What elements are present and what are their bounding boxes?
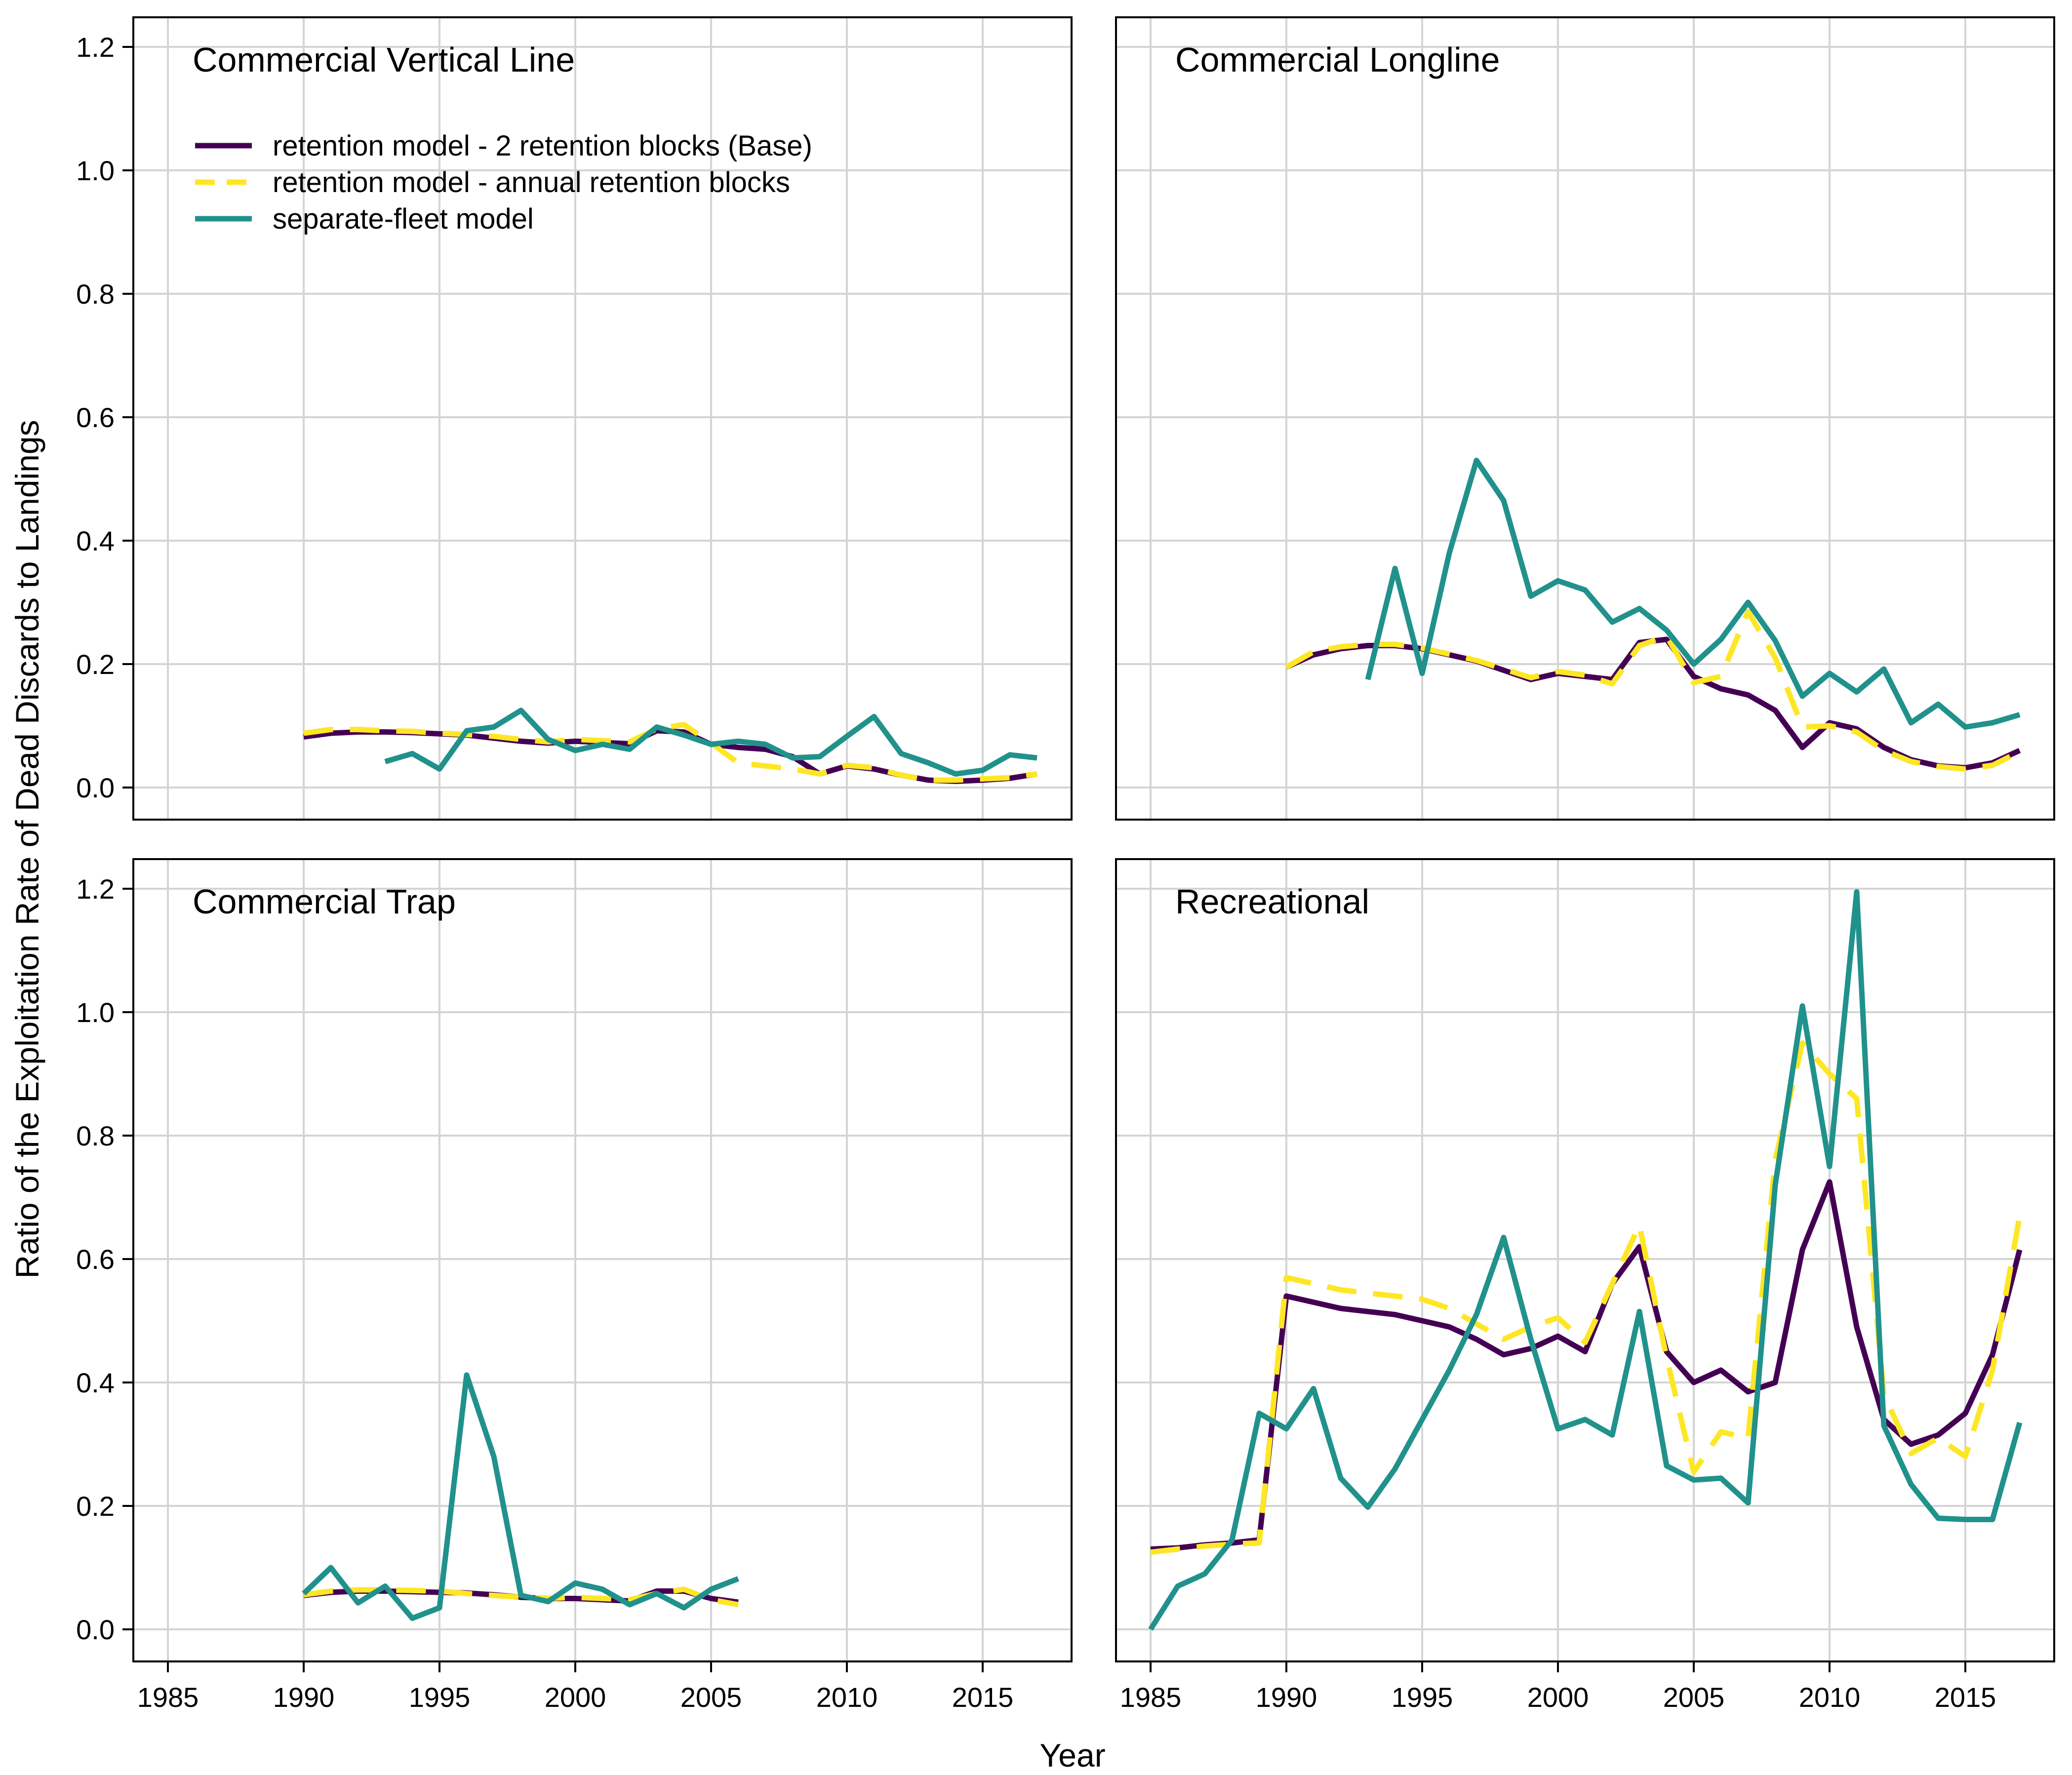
series-line-separate (1148, 889, 2023, 1631)
legend-label-separate: separate-fleet model (273, 203, 534, 235)
x-tick-label: 1990 (273, 1682, 335, 1713)
x-tick-label: 1990 (1256, 1682, 1317, 1713)
legend: retention model - 2 retention blocks (Ba… (195, 130, 812, 235)
y-tick-label: 0.2 (76, 1491, 115, 1522)
series-line-annual (1285, 609, 2021, 772)
legend-label-annual: retention model - annual retention block… (273, 166, 790, 198)
series-line-separate (302, 1372, 739, 1621)
x-axis-title: Year (1039, 1737, 1105, 1774)
panel-frame (1115, 858, 2055, 1662)
panel-title: Recreational (1175, 882, 1369, 921)
panel-title: Commercial Longline (1175, 40, 1500, 79)
y-tick-label: 0.8 (76, 1120, 115, 1151)
y-tick-label: 0.6 (76, 1244, 115, 1275)
panel-frame (132, 16, 1073, 821)
x-tick-label: 1995 (1392, 1682, 1453, 1713)
panel-frame (132, 858, 1073, 1662)
y-tick-label: 0.6 (76, 402, 115, 433)
y-tick-label: 0.4 (76, 525, 115, 556)
panel-recreational: Recreational 1985 1990 1995 2000 2005 2010 2015 (1115, 858, 2055, 1713)
y-tick-label: 0.0 (76, 772, 115, 803)
y-tick-label: 1.0 (76, 997, 115, 1028)
x-tick-label: 2005 (680, 1682, 742, 1713)
series-line-base (1150, 1179, 2023, 1552)
panel-frame (1115, 16, 2055, 821)
x-tick-label: 2015 (1935, 1682, 1996, 1713)
panel-commercial-vertical-line: Commercial Vertical Line 0.0 0.2 0.4 0.6 0.8 1… (76, 16, 1073, 821)
panel-title: Commercial Trap (193, 882, 456, 921)
y-tick-label: 0.2 (76, 649, 115, 680)
x-tick-label: 1985 (137, 1682, 199, 1713)
panel-commercial-longline: Commercial Longline (1115, 16, 2055, 821)
legend-label-base: retention model - 2 retention blocks (Ba… (273, 130, 812, 162)
x-tick-label: 2010 (816, 1682, 878, 1713)
x-tick-label: 2000 (1527, 1682, 1589, 1713)
x-tick-label: 2015 (952, 1682, 1014, 1713)
x-tick-label: 1985 (1120, 1682, 1182, 1713)
series-line-separate (384, 708, 1037, 777)
panel-title: Commercial Vertical Line (193, 40, 575, 79)
y-tick-label: 0.0 (76, 1614, 115, 1645)
x-tick-label: 1995 (409, 1682, 471, 1713)
y-tick-label: 0.4 (76, 1367, 115, 1398)
y-tick-label: 1.0 (76, 155, 115, 186)
x-tick-label: 2000 (545, 1682, 606, 1713)
x-tick-label: 2005 (1663, 1682, 1725, 1713)
series-line-separate (1365, 458, 2021, 730)
series-line-annual (303, 722, 1037, 783)
y-tick-label: 0.8 (76, 278, 115, 310)
y-tick-label: 1.2 (76, 32, 115, 63)
x-tick-label: 2010 (1799, 1682, 1861, 1713)
y-axis-title: Ratio of the Exploitation Rate of Dead D… (9, 420, 45, 1278)
y-tick-label: 1.2 (76, 873, 115, 905)
panel-commercial-trap: Commercial Trap 0.0 0.2 0.4 0.6 0.8 1.0 1.2 1985… (76, 858, 1073, 1713)
